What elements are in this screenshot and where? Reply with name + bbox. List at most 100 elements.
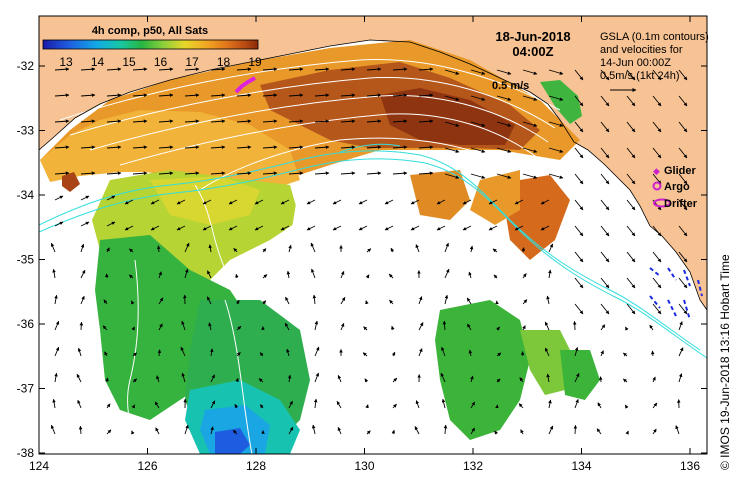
velocity-arrow	[444, 242, 449, 253]
velocity-arrow	[340, 67, 356, 72]
velocity-arrow	[310, 242, 316, 253]
velocity-arrow	[254, 225, 264, 231]
velocity-arrow	[496, 378, 501, 383]
velocity-arrow	[340, 171, 356, 176]
velocity-arrow	[678, 69, 688, 81]
velocity-arrow	[496, 147, 512, 153]
velocity-arrow	[50, 242, 56, 253]
x-tick-label: 134	[571, 459, 591, 473]
velocity-arrow	[678, 277, 688, 289]
x-tick-label: 128	[246, 459, 266, 473]
velocity-arrow	[600, 95, 610, 107]
velocity-arrow	[652, 251, 662, 263]
velocity-arrow	[444, 173, 460, 179]
velocity-scale-label: 0.5 m/s	[492, 80, 529, 92]
velocity-arrow	[364, 378, 369, 383]
velocity-arrow	[106, 67, 122, 72]
velocity-arrow	[288, 400, 293, 409]
velocity-arrow	[131, 326, 135, 331]
velocity-arrow	[106, 171, 122, 176]
velocity-arrow	[649, 324, 654, 331]
velocity-arrow	[132, 119, 148, 124]
velocity-arrow	[678, 173, 688, 185]
velocity-arrow	[314, 145, 330, 150]
credit-text: © IMOS 19-Jun-2018 13:16 Hobart Time	[718, 254, 732, 470]
velocity-arrow	[288, 119, 304, 124]
velocity-arrow	[262, 274, 268, 279]
colorbar-title: 4h comp, p50, All Sats	[92, 25, 208, 37]
velocity-arrow	[496, 95, 512, 101]
velocity-arrow	[678, 373, 683, 383]
velocity-arrow	[522, 95, 538, 101]
velocity-arrow	[340, 270, 345, 279]
velocity-arrow	[54, 372, 58, 383]
velocity-arrow	[102, 325, 108, 331]
velocity-arrow	[130, 300, 135, 305]
velocity-arrow	[540, 225, 550, 231]
velocity-arrow	[80, 119, 96, 124]
velocity-arrow	[236, 325, 242, 331]
velocity-arrow	[626, 251, 636, 263]
velocity-arrow	[286, 270, 291, 279]
velocity-arrow	[365, 274, 370, 279]
velocity-arrow	[600, 199, 610, 211]
y-tick-label: -38	[17, 446, 35, 460]
velocity-arrow	[311, 268, 316, 279]
velocity-arrow	[492, 248, 498, 253]
velocity-arrow	[106, 403, 111, 409]
velocity-arrow	[288, 145, 304, 150]
velocity-arrow	[106, 247, 110, 253]
velocity-arrow	[469, 245, 474, 253]
colorbar-tick: 18	[217, 55, 231, 69]
velocity-arrow	[157, 349, 162, 357]
velocity-arrow	[150, 199, 160, 205]
velocity-arrow	[415, 244, 420, 253]
velocity-arrow	[184, 119, 200, 124]
velocity-arrow	[132, 145, 148, 150]
velocity-arrow	[262, 119, 278, 124]
velocity-arrow	[158, 67, 174, 72]
velocity-arrow	[678, 95, 688, 107]
velocity-arrow	[184, 268, 189, 279]
velocity-arrow	[596, 428, 602, 435]
colorbar-tick: 16	[154, 55, 168, 69]
velocity-arrow	[652, 428, 657, 435]
velocity-arrow	[184, 424, 189, 435]
velocity-arrow	[494, 430, 498, 435]
velocity-arrow	[678, 121, 688, 133]
velocity-arrow	[626, 173, 636, 185]
velocity-arrow	[184, 171, 200, 176]
y-tick-label: -37	[17, 382, 35, 396]
velocity-arrow	[210, 171, 226, 176]
velocity-arrow	[210, 119, 226, 124]
velocity-arrow	[675, 425, 680, 435]
colorbar-tick: 14	[91, 55, 105, 69]
velocity-arrow	[444, 121, 460, 127]
velocity-arrow	[392, 145, 408, 150]
sst-hottest	[380, 88, 515, 145]
velocity-arrow	[106, 429, 112, 435]
velocity-arrow	[80, 221, 90, 227]
velocity-arrow	[332, 225, 342, 231]
velocity-arrow	[418, 348, 423, 357]
velocity-vectors	[50, 67, 688, 435]
legend: ◆ Glider Argo Drifter	[652, 165, 698, 210]
velocity-arrow	[106, 93, 122, 98]
info-line: 0.5m/s (1kt 24h)	[600, 70, 679, 82]
velocity-arrow	[652, 402, 658, 409]
velocity-arrow	[519, 377, 524, 383]
velocity-arrow	[652, 277, 662, 289]
velocity-arrow	[232, 429, 238, 435]
velocity-arrow	[600, 69, 610, 81]
velocity-arrow	[336, 401, 342, 409]
velocity-arrow	[184, 67, 200, 72]
velocity-arrow	[337, 426, 342, 435]
velocity-arrow	[184, 145, 200, 150]
velocity-arrow	[80, 67, 96, 72]
velocity-arrow	[132, 352, 137, 357]
velocity-arrow	[470, 121, 486, 127]
velocity-arrow	[54, 119, 70, 124]
velocity-arrow	[358, 199, 368, 205]
velocity-arrow	[208, 322, 212, 331]
velocity-arrow	[210, 374, 215, 383]
